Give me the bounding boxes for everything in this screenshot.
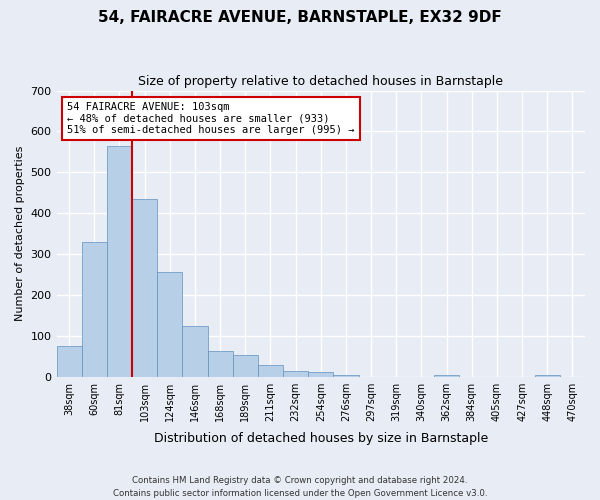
Bar — [258, 365, 283, 376]
Text: 54, FAIRACRE AVENUE, BARNSTAPLE, EX32 9DF: 54, FAIRACRE AVENUE, BARNSTAPLE, EX32 9D… — [98, 10, 502, 25]
Title: Size of property relative to detached houses in Barnstaple: Size of property relative to detached ho… — [138, 75, 503, 88]
Bar — [535, 374, 560, 376]
Bar — [132, 199, 157, 376]
Bar — [283, 370, 308, 376]
Y-axis label: Number of detached properties: Number of detached properties — [15, 146, 25, 322]
Bar — [82, 242, 107, 376]
Bar — [208, 351, 233, 376]
Bar — [308, 372, 334, 376]
Bar — [334, 374, 359, 376]
Bar — [233, 356, 258, 376]
Text: 54 FAIRACRE AVENUE: 103sqm
← 48% of detached houses are smaller (933)
51% of sem: 54 FAIRACRE AVENUE: 103sqm ← 48% of deta… — [67, 102, 355, 135]
Bar — [157, 272, 182, 376]
Text: Contains HM Land Registry data © Crown copyright and database right 2024.
Contai: Contains HM Land Registry data © Crown c… — [113, 476, 487, 498]
X-axis label: Distribution of detached houses by size in Barnstaple: Distribution of detached houses by size … — [154, 432, 488, 445]
Bar — [56, 346, 82, 376]
Bar — [107, 146, 132, 376]
Bar — [434, 374, 459, 376]
Bar — [182, 326, 208, 376]
